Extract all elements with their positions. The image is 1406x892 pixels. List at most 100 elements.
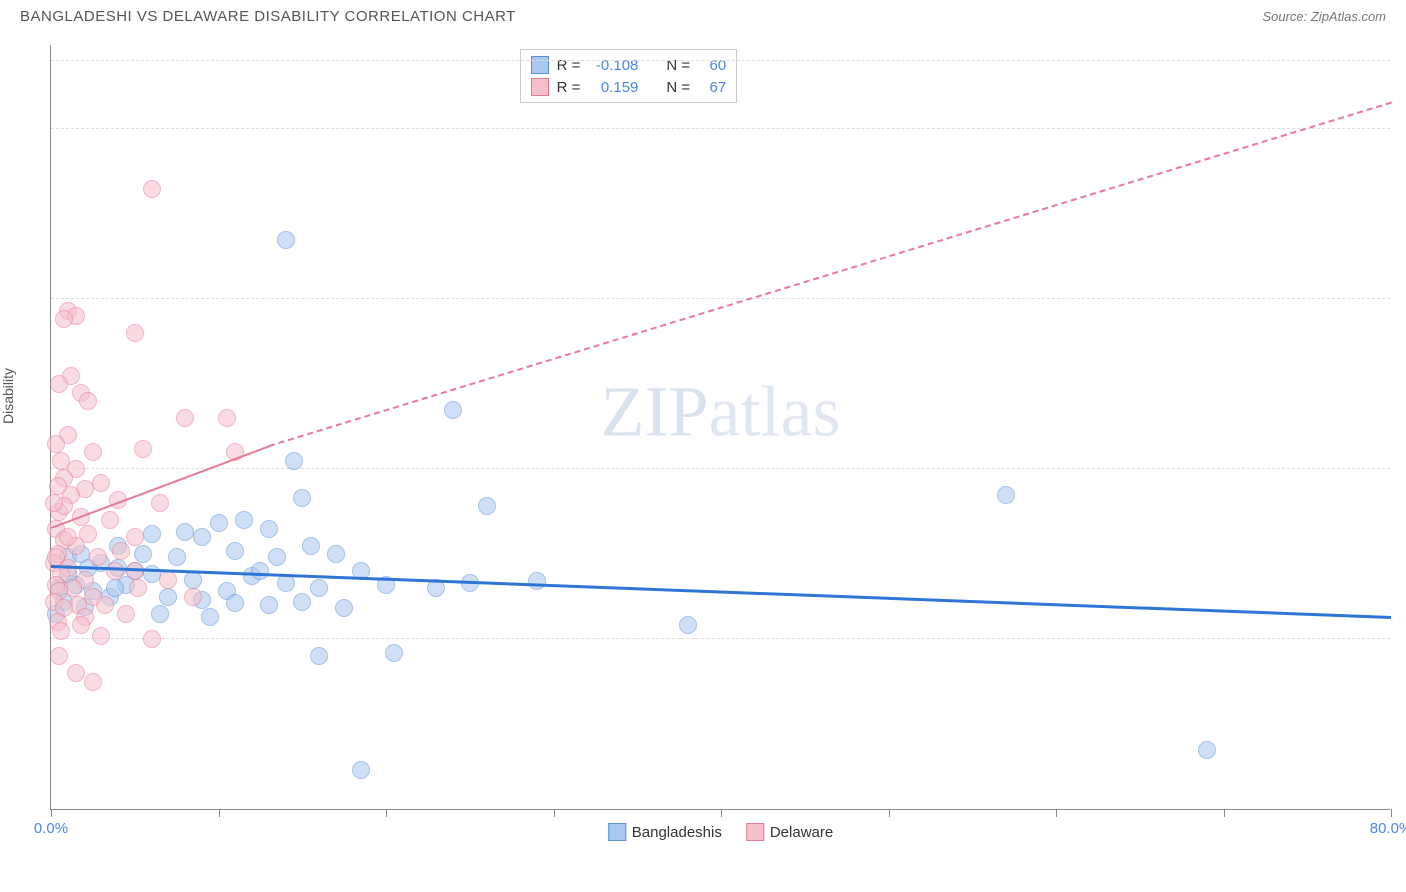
scatter-point <box>159 588 177 606</box>
scatter-point <box>126 562 144 580</box>
scatter-point <box>997 486 1015 504</box>
scatter-point <box>679 616 697 634</box>
scatter-point <box>478 497 496 515</box>
xtick-label: 0.0% <box>34 820 68 837</box>
scatter-point <box>112 542 130 560</box>
scatter-point <box>117 605 135 623</box>
legend-row: R = 0.159 N = 67 <box>531 76 727 98</box>
scatter-point <box>106 562 124 580</box>
scatter-point <box>72 616 90 634</box>
legend-label: Delaware <box>770 824 833 841</box>
scatter-point <box>47 435 65 453</box>
scatter-point <box>59 528 77 546</box>
trendline <box>51 565 1391 618</box>
scatter-point <box>84 443 102 461</box>
scatter-point <box>310 579 328 597</box>
scatter-point <box>193 528 211 546</box>
legend-r-label: R = <box>557 79 581 96</box>
scatter-point <box>159 571 177 589</box>
xtick <box>721 809 722 817</box>
scatter-point <box>260 596 278 614</box>
xtick <box>554 809 555 817</box>
gridline <box>51 128 1390 129</box>
scatter-point <box>302 537 320 555</box>
scatter-point <box>129 579 147 597</box>
scatter-point <box>226 542 244 560</box>
scatter-point <box>293 593 311 611</box>
scatter-point <box>126 324 144 342</box>
legend-swatch <box>746 823 764 841</box>
watermark-atlas: atlas <box>709 371 841 451</box>
scatter-point <box>89 548 107 566</box>
trendline <box>268 102 1391 447</box>
y-axis-label: Disability <box>0 368 16 424</box>
scatter-point <box>176 409 194 427</box>
xtick <box>51 809 52 817</box>
gridline <box>51 468 1390 469</box>
scatter-point <box>67 664 85 682</box>
scatter-point <box>50 647 68 665</box>
legend-swatch <box>608 823 626 841</box>
scatter-point <box>143 525 161 543</box>
xtick <box>219 809 220 817</box>
scatter-point <box>151 494 169 512</box>
scatter-point <box>52 452 70 470</box>
scatter-point <box>151 605 169 623</box>
scatter-point <box>168 548 186 566</box>
scatter-point <box>84 673 102 691</box>
scatter-point <box>226 594 244 612</box>
watermark-zip: ZIP <box>601 371 709 451</box>
scatter-point <box>285 452 303 470</box>
xtick <box>889 809 890 817</box>
chart-source: Source: ZipAtlas.com <box>1262 9 1386 24</box>
xtick <box>1056 809 1057 817</box>
gridline <box>51 638 1390 639</box>
legend-item: Delaware <box>746 823 833 841</box>
gridline <box>51 298 1390 299</box>
xtick <box>386 809 387 817</box>
scatter-point <box>176 523 194 541</box>
scatter-point <box>268 548 286 566</box>
scatter-point <box>92 474 110 492</box>
scatter-point <box>55 310 73 328</box>
scatter-point <box>277 231 295 249</box>
scatter-point <box>310 647 328 665</box>
legend-r-value: 0.159 <box>588 79 638 96</box>
scatter-point <box>235 511 253 529</box>
scatter-point <box>184 588 202 606</box>
scatter-point <box>143 180 161 198</box>
scatter-point <box>201 608 219 626</box>
scatter-point <box>444 401 462 419</box>
scatter-point <box>260 520 278 538</box>
legend-label: Bangladeshis <box>632 824 722 841</box>
scatter-point <box>352 761 370 779</box>
scatter-point <box>218 409 236 427</box>
scatter-point <box>327 545 345 563</box>
scatter-point <box>101 511 119 529</box>
scatter-point <box>385 644 403 662</box>
series-legend: Bangladeshis Delaware <box>608 823 833 841</box>
scatter-point <box>79 392 97 410</box>
legend-row: R =-0.108N =60 <box>531 54 727 76</box>
xtick <box>1224 809 1225 817</box>
chart-header: BANGLADESHI VS DELAWARE DISABILITY CORRE… <box>0 0 1406 29</box>
scatter-point <box>134 440 152 458</box>
scatter-point <box>528 572 546 590</box>
scatter-point <box>96 596 114 614</box>
scatter-point <box>293 489 311 507</box>
scatter-point <box>49 477 67 495</box>
xtick-label: 80.0% <box>1370 820 1406 837</box>
scatter-point <box>335 599 353 617</box>
scatter-point <box>134 545 152 563</box>
scatter-point <box>92 627 110 645</box>
legend-n-label: N = <box>666 79 690 96</box>
watermark: ZIPatlas <box>601 370 841 453</box>
gridline <box>51 60 1390 61</box>
legend-item: Bangladeshis <box>608 823 722 841</box>
scatter-point <box>106 579 124 597</box>
scatter-point <box>52 622 70 640</box>
legend-n-value: 67 <box>698 79 726 96</box>
scatter-point <box>143 630 161 648</box>
chart-title: BANGLADESHI VS DELAWARE DISABILITY CORRE… <box>20 8 516 25</box>
scatter-point <box>50 375 68 393</box>
